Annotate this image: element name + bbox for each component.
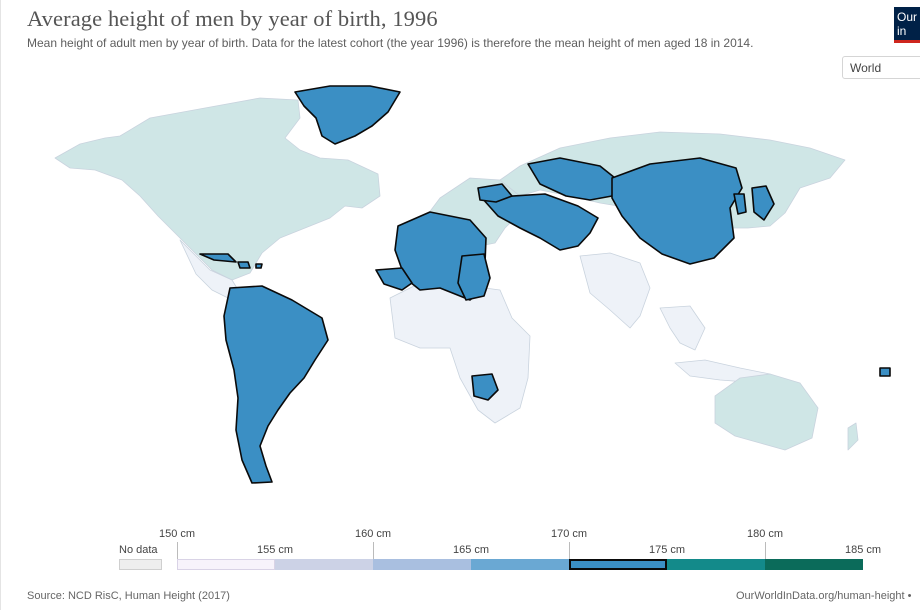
region-west-africa[interactable] [375, 267, 413, 291]
legend-bin-170-175[interactable] [569, 559, 667, 570]
legend-bin-175-180[interactable] [667, 559, 765, 570]
region-southeast-asia[interactable] [659, 305, 706, 351]
legend-label-160: 160 cm [354, 528, 392, 540]
legend-label-155: 155 cm [256, 544, 294, 556]
legend-bin-155-160[interactable] [275, 559, 373, 570]
region-north-america[interactable] [54, 97, 381, 281]
region-japan[interactable] [751, 185, 775, 221]
region-turkey[interactable] [477, 183, 513, 203]
source-url[interactable]: OurWorldInData.org/human-height • [736, 590, 912, 602]
region-new-zealand[interactable] [847, 422, 859, 451]
legend-label-180: 180 cm [746, 528, 784, 540]
region-selector[interactable]: World [842, 56, 920, 79]
region-southern-africa[interactable] [471, 373, 499, 401]
legend-tick-150 [177, 542, 178, 559]
legend-label-170: 170 cm [550, 528, 588, 540]
region-cuba[interactable] [199, 253, 237, 263]
region-middle-east[interactable] [481, 193, 599, 251]
region-greenland[interactable] [294, 85, 401, 145]
region-china[interactable] [611, 157, 743, 265]
legend-tick-170 [569, 542, 570, 559]
left-border [0, 0, 1, 610]
legend-label-165: 165 cm [452, 544, 490, 556]
legend-no-data-label: No data [119, 544, 158, 556]
world-map [54, 85, 891, 484]
region-south-asia[interactable] [579, 252, 651, 329]
legend: No data 150 cm 160 cm 170 cm 180 cm 155 … [0, 528, 920, 578]
legend-label-175: 175 cm [648, 544, 686, 556]
legend-tick-160 [373, 542, 374, 559]
region-hispaniola[interactable] [237, 261, 251, 269]
legend-bin-180-185[interactable] [765, 559, 863, 570]
legend-bin-165-170[interactable] [471, 559, 569, 570]
logo-line-2: in [897, 24, 907, 38]
region-korea[interactable] [733, 193, 747, 215]
region-puerto-rico[interactable] [255, 263, 263, 269]
chart-title: Average height of men by year of birth, … [27, 6, 438, 31]
owid-logo[interactable]: Our in [894, 7, 920, 43]
logo-accent-bar [894, 40, 920, 43]
source-note[interactable]: Source: NCD RisC, Human Height (2017) [27, 590, 230, 602]
region-australia[interactable] [714, 373, 819, 451]
legend-no-data-swatch[interactable] [119, 559, 162, 570]
region-east-africa[interactable] [457, 253, 491, 301]
chart-subtitle: Mean height of adult men by year of birt… [27, 36, 754, 50]
legend-label-150: 150 cm [158, 528, 196, 540]
legend-label-185: 185 cm [844, 544, 882, 556]
region-south-america[interactable] [223, 285, 329, 484]
legend-bin-150-155[interactable] [177, 559, 275, 570]
legend-tick-180 [765, 542, 766, 559]
legend-bin-160-165[interactable] [373, 559, 471, 570]
region-pacific-island[interactable] [879, 367, 891, 377]
logo-line-1: Our [897, 10, 918, 24]
region-africa[interactable] [389, 282, 531, 424]
